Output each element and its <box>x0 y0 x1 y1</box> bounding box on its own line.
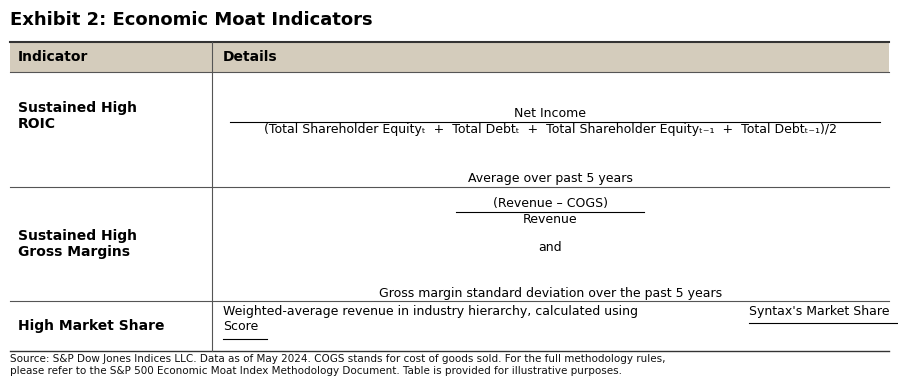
Text: High Market Share: High Market Share <box>17 319 164 333</box>
Text: Source: S&P Dow Jones Indices LLC. Data as of May 2024. COGS stands for cost of : Source: S&P Dow Jones Indices LLC. Data … <box>10 354 666 376</box>
Text: Indicator: Indicator <box>17 50 87 64</box>
Text: (Total Shareholder Equityₜ  +  Total Debtₜ  +  Total Shareholder Equityₜ₋₁  +  T: (Total Shareholder Equityₜ + Total Debtₜ… <box>263 123 837 136</box>
Text: Details: Details <box>223 50 277 64</box>
Text: Weighted-average revenue in industry hierarchy, calculated using: Weighted-average revenue in industry hie… <box>223 305 642 318</box>
Text: Syntax's Market Share: Syntax's Market Share <box>749 305 890 318</box>
Text: (Revenue – COGS): (Revenue – COGS) <box>493 197 608 210</box>
Text: Gross margin standard deviation over the past 5 years: Gross margin standard deviation over the… <box>379 286 722 300</box>
Text: Sustained High
Gross Margins: Sustained High Gross Margins <box>17 229 136 259</box>
Text: Average over past 5 years: Average over past 5 years <box>468 172 633 185</box>
Text: Net Income: Net Income <box>514 107 587 120</box>
Bar <box>10 42 889 72</box>
Text: and: and <box>539 241 562 254</box>
Text: Revenue: Revenue <box>523 213 577 226</box>
Text: Score: Score <box>223 320 258 333</box>
Text: Sustained High
ROIC: Sustained High ROIC <box>17 101 136 131</box>
Text: Exhibit 2: Economic Moat Indicators: Exhibit 2: Economic Moat Indicators <box>10 11 373 29</box>
